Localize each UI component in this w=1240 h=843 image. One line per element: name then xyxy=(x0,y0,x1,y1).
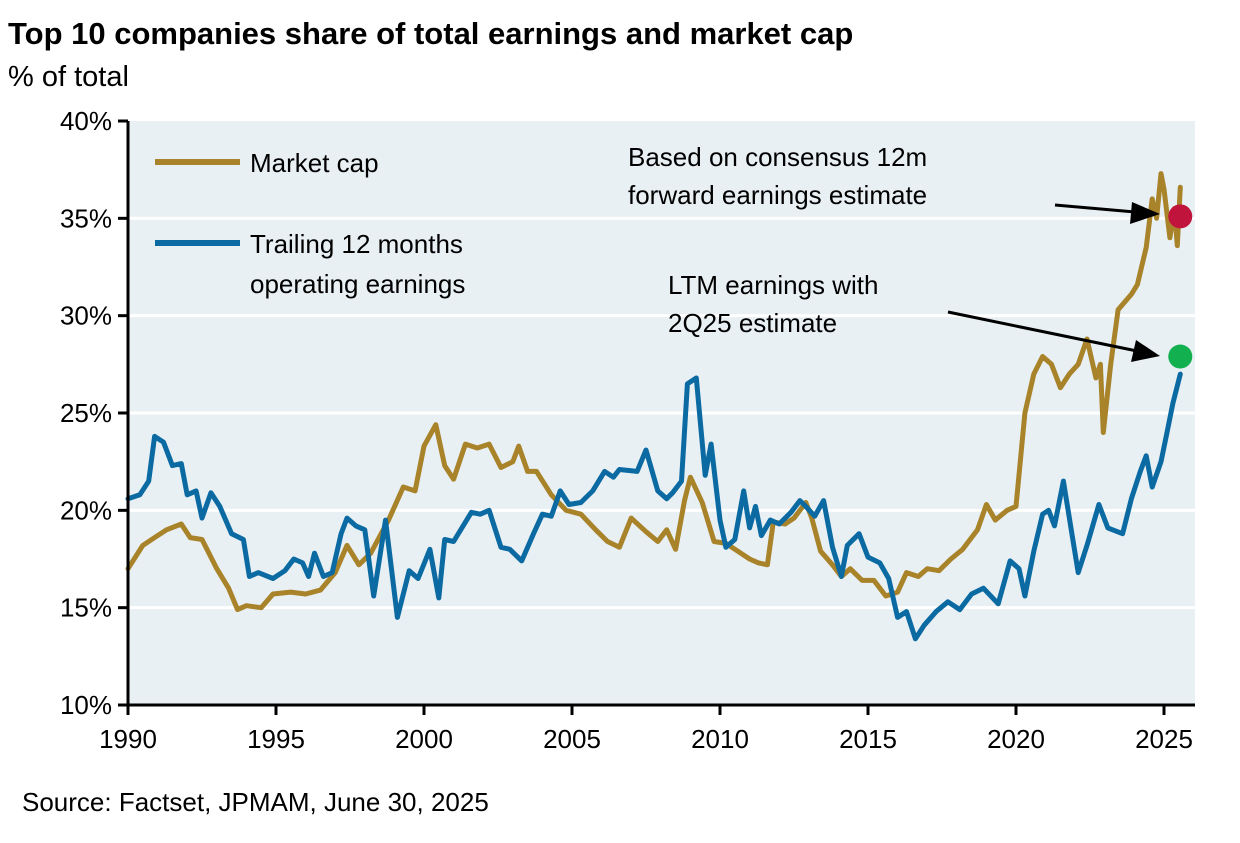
x-tick-label: 2020 xyxy=(987,724,1045,754)
x-tick-label: 2000 xyxy=(395,724,453,754)
y-tick-label: 20% xyxy=(60,495,112,525)
x-tick-label: 1990 xyxy=(99,724,157,754)
y-tick-label: 35% xyxy=(60,203,112,233)
annotation-ltm-line1: LTM earnings with xyxy=(668,270,879,300)
arrowhead-ltm xyxy=(1131,340,1160,362)
annotation-arrow-forward xyxy=(1054,203,1136,214)
legend-label-earnings-line2: operating earnings xyxy=(250,269,465,299)
chart-subtitle: % of total xyxy=(8,61,129,93)
arrowhead-forward xyxy=(1130,202,1160,224)
y-tick-label: 30% xyxy=(60,301,112,331)
legend-label-earnings-line1: Trailing 12 months xyxy=(250,229,463,259)
marker-forward-earnings-estimate xyxy=(1168,204,1193,229)
x-tick-label: 1995 xyxy=(247,724,305,754)
y-tick-label: 40% xyxy=(60,106,112,136)
y-tick-label: 15% xyxy=(60,593,112,623)
series-line-trailing-earnings xyxy=(125,371,1183,642)
annotation-forward-line1: Based on consensus 12m xyxy=(628,142,927,172)
annotation-forward-line2: forward earnings estimate xyxy=(628,180,927,210)
source-note: Source: Factset, JPMAM, June 30, 2025 xyxy=(22,787,489,817)
legend-label-market-cap: Market cap xyxy=(250,148,379,178)
x-tick-label: 2025 xyxy=(1135,724,1193,754)
marker-ltm-earnings-estimate xyxy=(1168,344,1193,369)
y-tick-label: 10% xyxy=(60,690,112,720)
chart-title: Top 10 companies share of total earnings… xyxy=(8,16,853,51)
x-tick-label: 2010 xyxy=(691,724,749,754)
x-tick-label: 2005 xyxy=(543,724,601,754)
legend: Market cap Trailing 12 months operating … xyxy=(155,148,465,299)
annotation-arrow-ltm xyxy=(947,310,1138,353)
y-tick-label: 25% xyxy=(60,398,112,428)
series-line-market-cap xyxy=(125,171,1183,613)
annotation-ltm-line2: 2Q25 estimate xyxy=(668,308,837,338)
x-tick-label: 2015 xyxy=(839,724,897,754)
